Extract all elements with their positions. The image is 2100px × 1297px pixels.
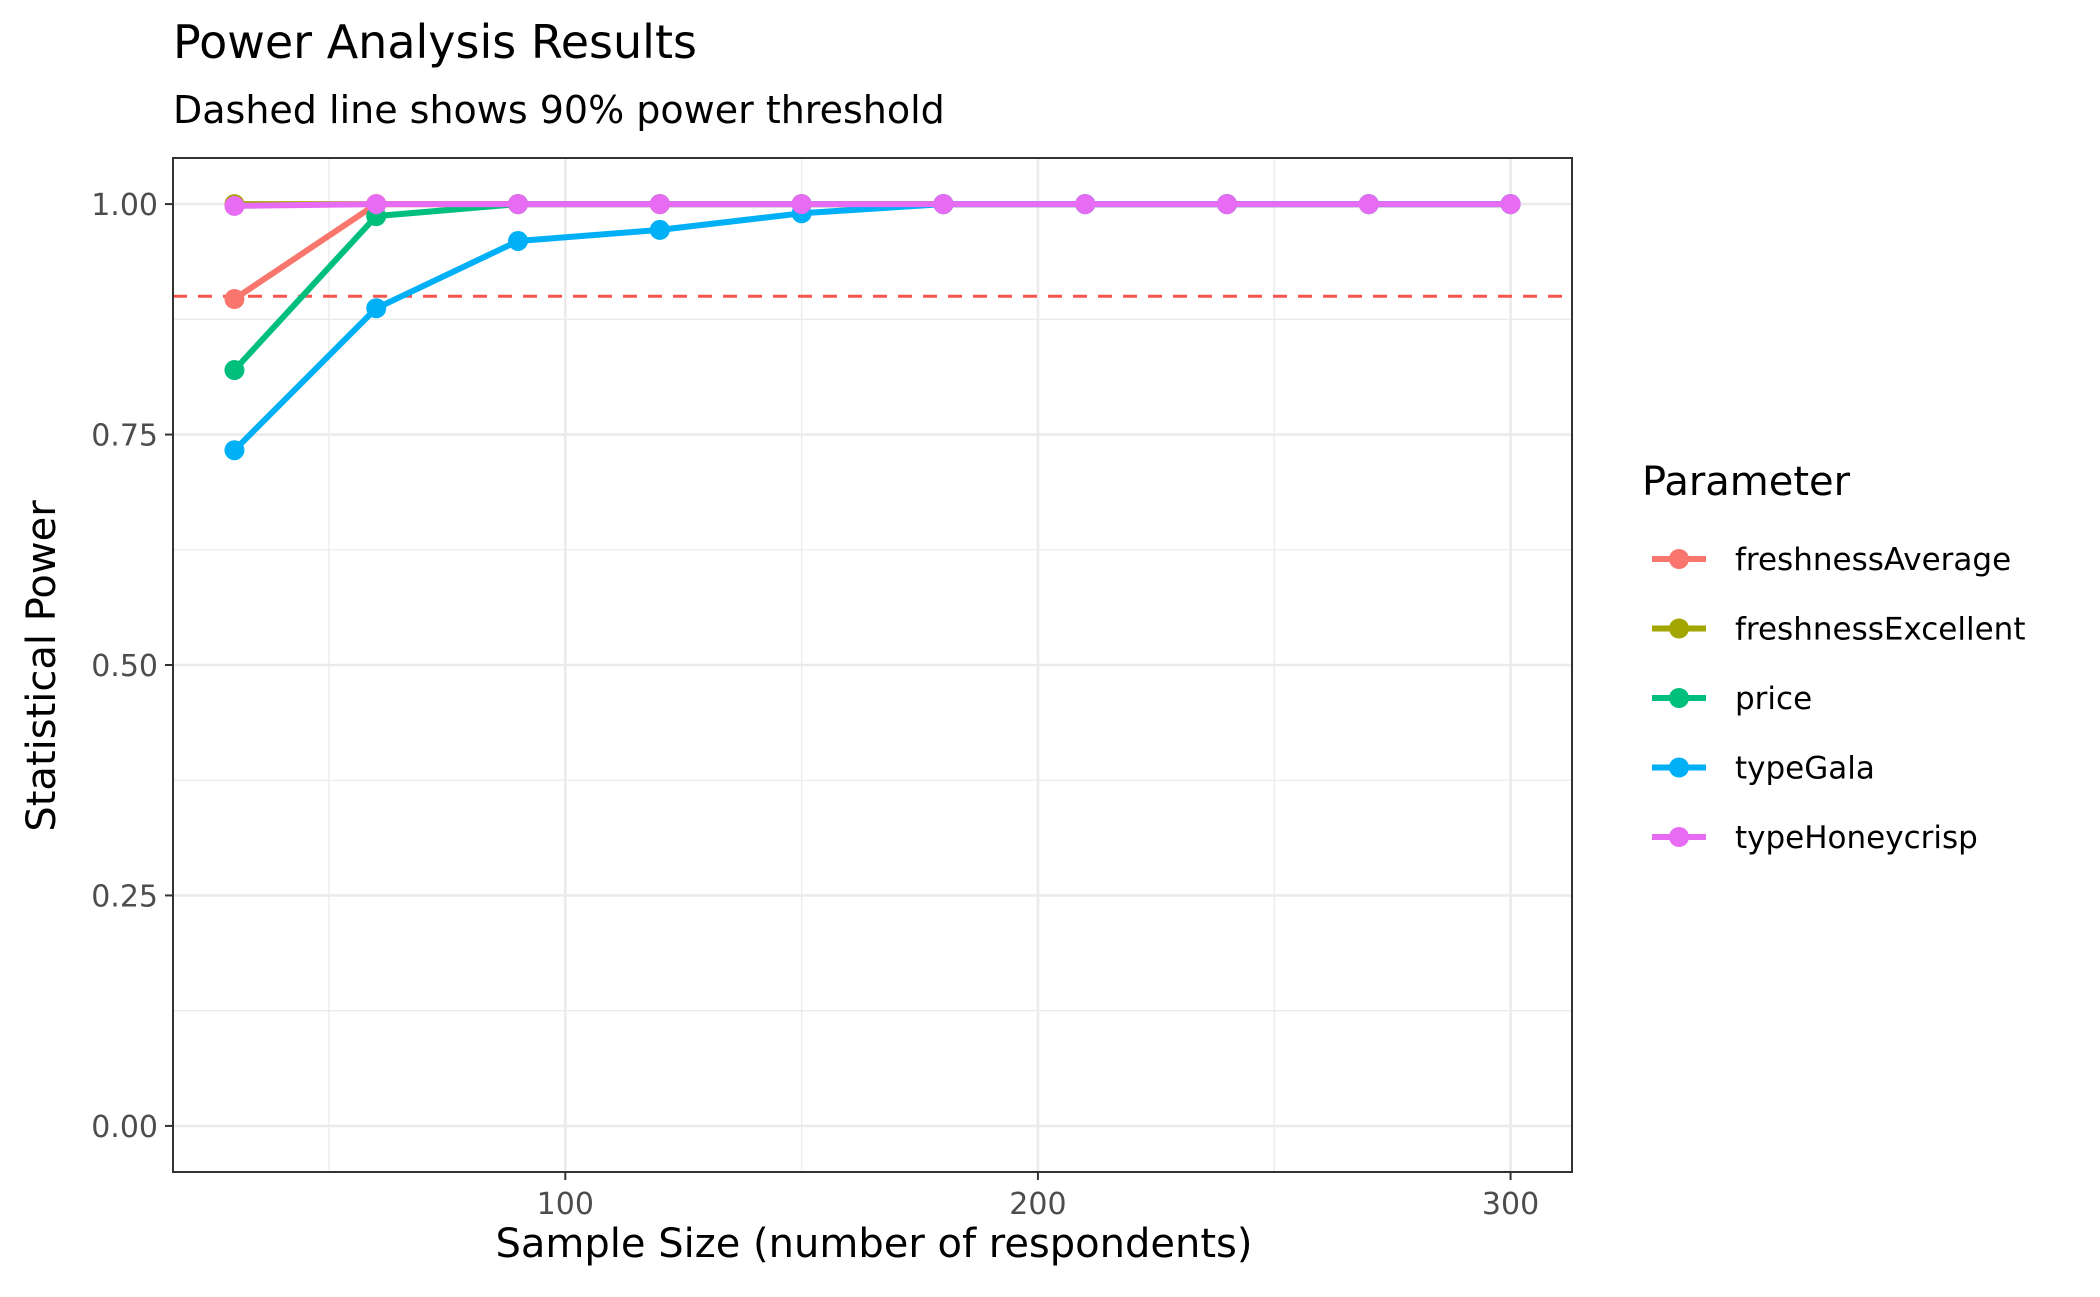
legend-label: typeGala bbox=[1735, 751, 1875, 787]
series-line bbox=[234, 201, 1511, 209]
legend-key-point bbox=[1669, 757, 1689, 778]
y-tick-label: 1.00 bbox=[91, 188, 158, 223]
data-point bbox=[508, 194, 529, 215]
data-point bbox=[366, 194, 387, 215]
legend-item-typeGala: typeGala bbox=[1652, 751, 1875, 787]
legend-label: price bbox=[1735, 681, 1812, 717]
legend-key-point bbox=[1669, 688, 1689, 708]
legend-key-point bbox=[1669, 549, 1689, 569]
x-axis-title: Sample Size (number of respondents) bbox=[496, 1221, 1253, 1267]
legend-item-typeHoneycrisp: typeHoneycrisp bbox=[1652, 820, 1978, 856]
data-point bbox=[933, 194, 954, 215]
y-tick-label: 0.75 bbox=[91, 419, 158, 454]
legend-title: Parameter bbox=[1642, 459, 1851, 505]
y-tick-label: 0.50 bbox=[91, 649, 158, 684]
series-typeHoneycrisp bbox=[224, 194, 1521, 216]
legend-items: freshnessAverage freshnessExcellent price t… bbox=[1652, 542, 2025, 856]
legend-label: freshnessAverage bbox=[1735, 542, 2011, 578]
data-point bbox=[224, 440, 245, 461]
legend-item-freshnessExcellent: freshnessExcellent bbox=[1652, 612, 2025, 648]
legend-label: typeHoneycrisp bbox=[1735, 820, 1978, 856]
data-point bbox=[224, 195, 245, 216]
y-tick-label: 0.00 bbox=[91, 1110, 158, 1145]
data-point bbox=[508, 230, 529, 251]
data-point bbox=[224, 360, 245, 381]
series-layer bbox=[224, 194, 1521, 461]
x-tick-label: 100 bbox=[537, 1187, 594, 1222]
data-point bbox=[1216, 194, 1237, 215]
data-point bbox=[649, 194, 670, 215]
legend: Parameter freshnessAverage freshnessExcel… bbox=[1642, 459, 2025, 856]
data-point bbox=[366, 298, 387, 319]
legend-key-point bbox=[1669, 618, 1689, 639]
data-point bbox=[791, 194, 812, 215]
data-point bbox=[1075, 194, 1096, 215]
y-axis-title: Statistical Power bbox=[19, 500, 65, 832]
y-tick-label: 0.25 bbox=[91, 879, 158, 914]
data-point bbox=[649, 219, 670, 240]
legend-label: freshnessExcellent bbox=[1735, 612, 2025, 648]
legend-item-price: price bbox=[1652, 681, 1812, 717]
chart-subtitle: Dashed line shows 90% power threshold bbox=[173, 88, 945, 132]
data-point bbox=[1358, 194, 1379, 215]
chart-title: Power Analysis Results bbox=[173, 15, 697, 69]
data-point bbox=[224, 289, 245, 310]
legend-item-freshnessAverage: freshnessAverage bbox=[1652, 542, 2011, 578]
plot-panel bbox=[172, 157, 1573, 1173]
y-axis: 0.00 0.25 0.50 0.75 1.00 bbox=[91, 188, 173, 1145]
x-tick-label: 300 bbox=[1482, 1187, 1539, 1222]
legend-key-point bbox=[1669, 827, 1689, 847]
x-tick-label: 200 bbox=[1009, 1187, 1066, 1222]
x-axis: 100 200 300 bbox=[537, 1172, 1539, 1222]
data-point bbox=[1500, 194, 1521, 215]
